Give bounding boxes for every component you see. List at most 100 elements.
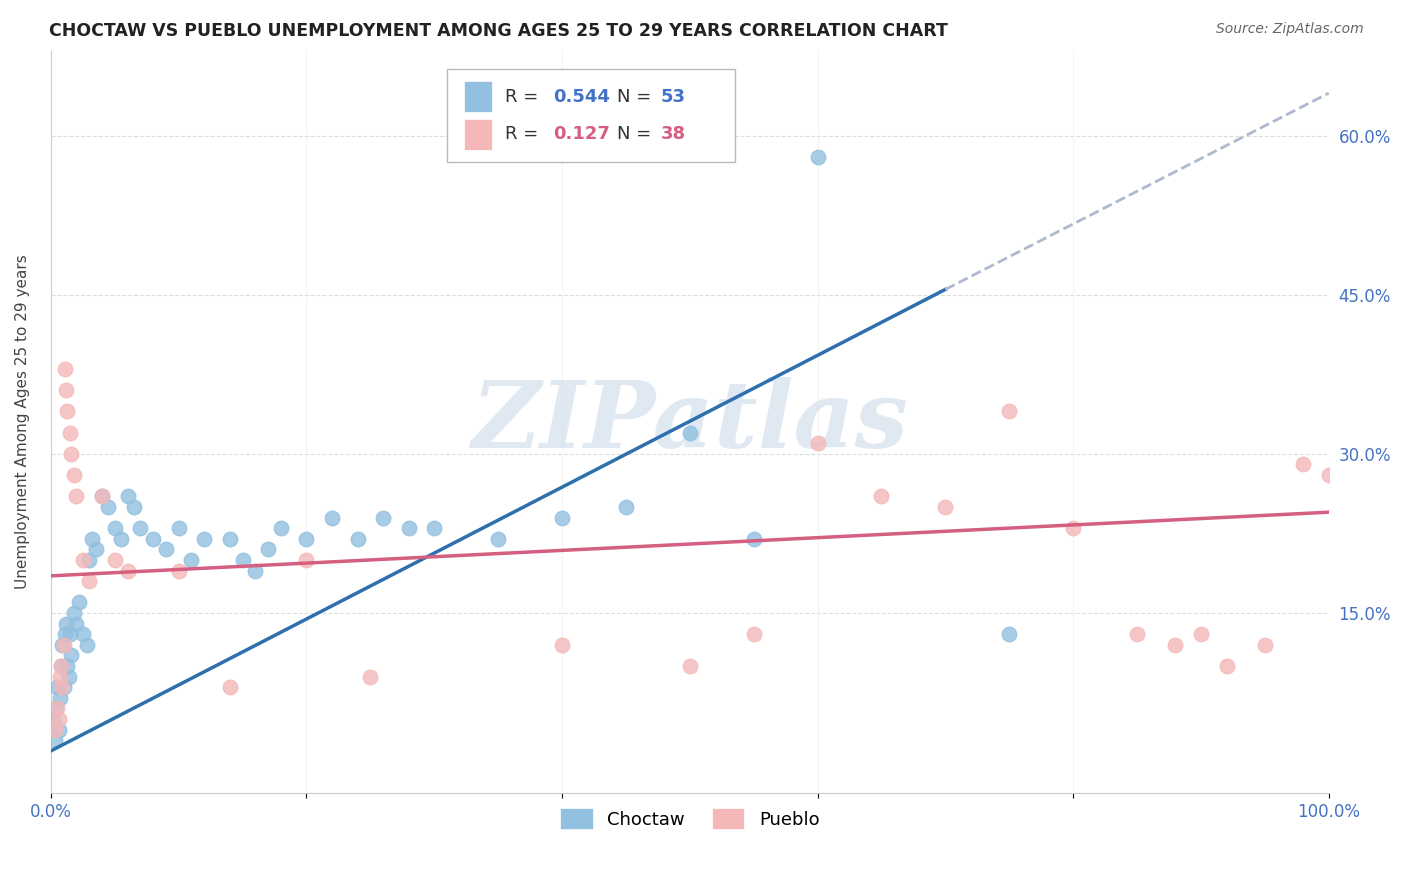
- Point: [321, 510, 343, 524]
- Point: [46, 680, 69, 694]
- Point: [1164, 638, 1187, 652]
- Point: [1215, 659, 1237, 673]
- Text: CHOCTAW VS PUEBLO UNEMPLOYMENT AMONG AGES 25 TO 29 YEARS CORRELATION CHART: CHOCTAW VS PUEBLO UNEMPLOYMENT AMONG AGE…: [49, 22, 948, 40]
- Point: [59, 425, 82, 440]
- Point: [231, 553, 253, 567]
- Point: [486, 532, 509, 546]
- Point: [1292, 458, 1315, 472]
- Point: [59, 627, 82, 641]
- Point: [84, 542, 107, 557]
- Bar: [464, 119, 492, 150]
- Point: [77, 574, 100, 589]
- Point: [614, 500, 637, 514]
- Point: [45, 701, 67, 715]
- Point: [104, 553, 127, 567]
- Point: [1317, 468, 1340, 483]
- Text: R =: R =: [505, 126, 544, 144]
- Point: [55, 616, 77, 631]
- Point: [359, 670, 381, 684]
- Text: N =: N =: [617, 126, 657, 144]
- Point: [55, 383, 77, 397]
- Point: [72, 627, 94, 641]
- Point: [295, 532, 318, 546]
- Point: [63, 468, 86, 483]
- Point: [52, 638, 75, 652]
- Text: 38: 38: [661, 126, 686, 144]
- Y-axis label: Unemployment Among Ages 25 to 29 years: Unemployment Among Ages 25 to 29 years: [15, 254, 30, 590]
- Point: [80, 532, 103, 546]
- Point: [49, 690, 72, 705]
- Point: [998, 627, 1021, 641]
- Point: [65, 616, 87, 631]
- Point: [60, 648, 83, 663]
- Point: [51, 680, 73, 694]
- Point: [49, 670, 72, 684]
- Point: [46, 701, 69, 715]
- Point: [104, 521, 127, 535]
- Point: [60, 447, 83, 461]
- Point: [58, 670, 80, 684]
- Point: [167, 521, 190, 535]
- Point: [72, 553, 94, 567]
- Point: [63, 606, 86, 620]
- Point: [742, 532, 765, 546]
- Point: [65, 489, 87, 503]
- Point: [218, 532, 240, 546]
- Point: [51, 638, 73, 652]
- Point: [110, 532, 132, 546]
- Point: [934, 500, 956, 514]
- Point: [42, 712, 65, 726]
- Point: [49, 659, 72, 673]
- Bar: [464, 81, 492, 112]
- Point: [346, 532, 368, 546]
- Point: [53, 362, 76, 376]
- Point: [44, 733, 66, 747]
- Point: [295, 553, 318, 567]
- Point: [807, 150, 830, 164]
- Point: [551, 638, 574, 652]
- Point: [48, 723, 70, 737]
- Point: [167, 564, 190, 578]
- Point: [53, 627, 76, 641]
- Point: [1189, 627, 1212, 641]
- Point: [56, 659, 79, 673]
- Point: [193, 532, 215, 546]
- Point: [56, 404, 79, 418]
- Point: [423, 521, 446, 535]
- Text: R =: R =: [505, 88, 544, 106]
- Point: [49, 659, 72, 673]
- Point: [155, 542, 177, 557]
- Point: [129, 521, 152, 535]
- Text: Source: ZipAtlas.com: Source: ZipAtlas.com: [1216, 22, 1364, 37]
- Legend: Choctaw, Pueblo: Choctaw, Pueblo: [553, 801, 827, 837]
- Text: 0.127: 0.127: [553, 126, 610, 144]
- Point: [91, 489, 114, 503]
- Point: [117, 564, 139, 578]
- Point: [97, 500, 120, 514]
- Point: [870, 489, 893, 503]
- Point: [742, 627, 765, 641]
- Text: ZIPatlas: ZIPatlas: [471, 377, 908, 467]
- Point: [398, 521, 420, 535]
- Point: [1126, 627, 1149, 641]
- Point: [77, 553, 100, 567]
- Point: [270, 521, 292, 535]
- Point: [48, 712, 70, 726]
- Point: [76, 638, 98, 652]
- Point: [117, 489, 139, 503]
- Point: [679, 659, 702, 673]
- Point: [44, 723, 66, 737]
- Text: 53: 53: [661, 88, 685, 106]
- Point: [142, 532, 165, 546]
- Point: [679, 425, 702, 440]
- Point: [245, 564, 267, 578]
- Point: [122, 500, 145, 514]
- Point: [998, 404, 1021, 418]
- Point: [807, 436, 830, 450]
- Text: N =: N =: [617, 88, 657, 106]
- Point: [91, 489, 114, 503]
- FancyBboxPatch shape: [447, 70, 734, 162]
- Point: [371, 510, 394, 524]
- Point: [218, 680, 240, 694]
- Point: [257, 542, 280, 557]
